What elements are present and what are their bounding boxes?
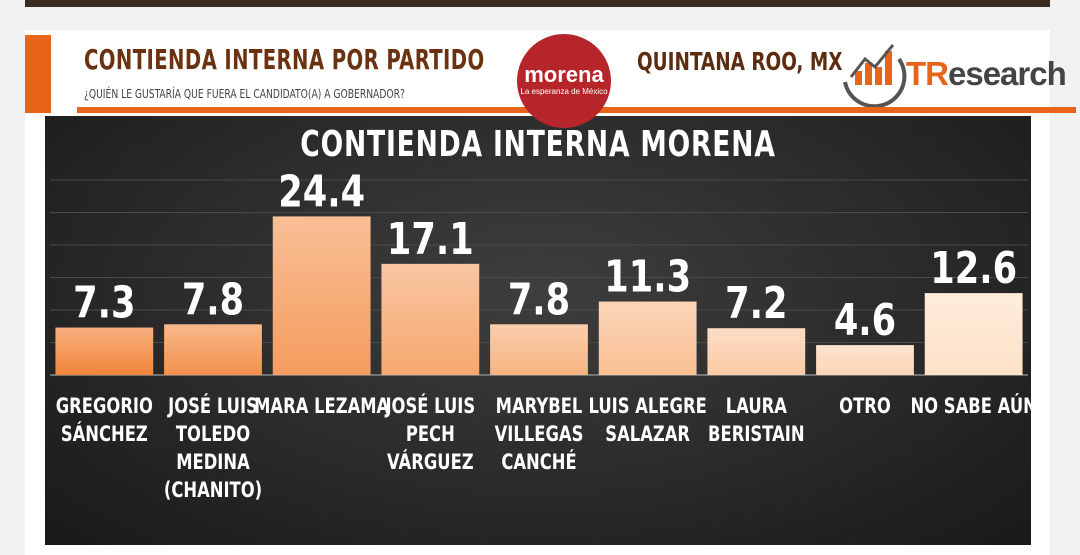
- data-label: 7.8: [508, 275, 570, 326]
- bar: [164, 324, 262, 375]
- category-label: GREGORIO: [56, 395, 153, 418]
- category-label: VÁRGUEZ: [387, 449, 474, 475]
- category-label: CANCHÉ: [501, 449, 576, 475]
- header-banner: CONTIENDA INTERNA POR PARTIDO ¿QUIÉN LE …: [25, 34, 1076, 128]
- category-label: (CHANITO): [164, 479, 262, 502]
- data-label: 17.1: [387, 214, 474, 265]
- chart-panel: CONTIENDA INTERNA MORENA 7.3 GREGORIO SÁNC…: [45, 116, 1031, 545]
- chart-title: CONTIENDA INTERNA MORENA: [300, 124, 776, 165]
- bar: [381, 263, 480, 375]
- category-label: NO SABE AÚN: [910, 392, 1031, 419]
- data-label: 24.4: [278, 167, 365, 218]
- morena-logo: morena La esperanza de México: [517, 34, 611, 128]
- data-label: 11.3: [604, 252, 691, 303]
- category-label: LAURA: [726, 395, 788, 418]
- category-label: OTRO: [839, 395, 891, 418]
- category-label: TOLEDO: [176, 423, 250, 446]
- category-label: JOSÉ LUIS: [166, 393, 257, 419]
- category-label: SALAZAR: [605, 423, 690, 446]
- bar: [55, 327, 154, 375]
- data-label: 7.2: [725, 278, 787, 329]
- bar: [598, 301, 697, 375]
- top-strip: [25, 0, 1050, 7]
- bar-chart: 7.3 GREGORIO SÁNCHEZ 7.8 JOSÉ LUIS TOLEDO MEDI…: [50, 167, 1031, 503]
- logo-tagline: La esperanza de México: [520, 87, 608, 96]
- region-label: QUINTANA ROO, MX: [637, 47, 843, 76]
- survey-card: CONTIENDA INTERNA POR PARTIDO ¿QUIÉN LE …: [25, 30, 1076, 555]
- data-label: 12.6: [930, 243, 1017, 294]
- category-label: MARA LEZAMA: [254, 395, 389, 418]
- bottom-strip: [25, 545, 1050, 555]
- category-label: LUIS ALEGRE: [589, 395, 707, 418]
- survey-question: ¿QUIÉN LE GUSTARÍA QUE FUERA EL CANDIDAT…: [84, 87, 405, 101]
- tresearch-chart-icon: [843, 44, 907, 107]
- category-label: SÁNCHEZ: [61, 421, 148, 447]
- bar: [272, 216, 371, 375]
- tresearch-brand: TResearch: [906, 55, 1067, 93]
- data-label: 7.8: [182, 275, 244, 326]
- category-label: BERISTAIN: [708, 423, 805, 446]
- data-label: 4.6: [834, 295, 896, 346]
- brand-suffix: esearch: [948, 55, 1067, 92]
- category-label: PECH: [406, 423, 455, 446]
- category-label: MARYBEL: [496, 395, 583, 418]
- page-title: CONTIENDA INTERNA POR PARTIDO: [84, 43, 485, 76]
- bar: [816, 345, 914, 375]
- category-label: VILLEGAS: [495, 423, 584, 446]
- bar: [490, 324, 588, 375]
- category-label: JOSÉ LUIS: [384, 393, 475, 419]
- bar: [707, 328, 806, 375]
- category-label: MEDINA: [176, 451, 250, 474]
- brand-prefix: TR: [906, 55, 949, 92]
- logo-word: morena: [524, 62, 604, 87]
- bar: [924, 293, 1023, 375]
- data-label: 7.3: [73, 278, 135, 329]
